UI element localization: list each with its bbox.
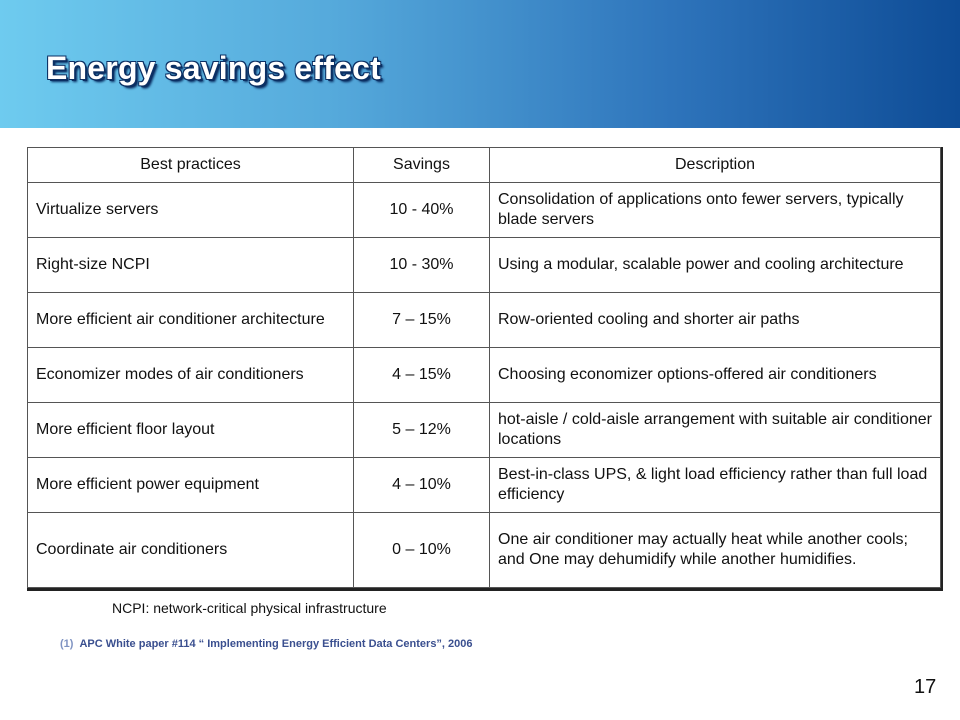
savings-cell: 7 – 15% [353,292,490,348]
description-cell: Consolidation of applications onto fewer… [489,182,941,238]
table-row: More efficient air conditioner architect… [27,292,941,348]
column-header-description: Description [489,147,941,183]
table-container: Best practices Savings Description Virtu… [27,147,943,591]
table-row: Coordinate air conditioners 0 – 10% One … [27,512,941,588]
page-title: Energy savings effect [46,50,381,86]
description-cell: Using a modular, scalable power and cool… [489,237,941,293]
practice-cell: More efficient floor layout [27,402,354,458]
table-row: Right-size NCPI 10 - 30% Using a modular… [27,237,941,293]
header-banner [0,0,960,128]
practice-cell: Coordinate air conditioners [27,512,354,588]
practice-cell: Virtualize servers [27,182,354,238]
description-cell: hot-aisle / cold-aisle arrangement with … [489,402,941,458]
table-row: Economizer modes of air conditioners 4 –… [27,347,941,403]
description-cell: Row-oriented cooling and shorter air pat… [489,292,941,348]
page-number: 17 [914,676,937,698]
table-header-row: Best practices Savings Description [27,147,941,183]
savings-cell: 0 – 10% [353,512,490,588]
column-header-savings: Savings [353,147,490,183]
citation: (1) APC White paper #114 “ Implementing E… [60,638,473,650]
ncpi-footnote: NCPI: network-critical physical infrastr… [112,600,387,616]
savings-cell: 10 - 40% [353,182,490,238]
table-row: Virtualize servers 10 - 40% Consolidatio… [27,182,941,238]
table-row: More efficient floor layout 5 – 12% hot-… [27,402,941,458]
savings-cell: 4 – 10% [353,457,490,513]
practice-cell: More efficient air conditioner architect… [27,292,354,348]
practice-cell: Economizer modes of air conditioners [27,347,354,403]
best-practices-table: Best practices Savings Description Virtu… [27,147,941,588]
practice-cell: Right-size NCPI [27,237,354,293]
citation-number: (1) [60,638,74,650]
description-cell: One air conditioner may actually heat wh… [489,512,941,588]
practice-cell: More efficient power equipment [27,457,354,513]
description-cell: Choosing economizer options-offered air … [489,347,941,403]
description-cell: Best-in-class UPS, & light load efficien… [489,457,941,513]
savings-cell: 5 – 12% [353,402,490,458]
table-row: More efficient power equipment 4 – 10% B… [27,457,941,513]
savings-cell: 4 – 15% [353,347,490,403]
savings-cell: 10 - 30% [353,237,490,293]
column-header-best-practices: Best practices [27,147,354,183]
citation-text: APC White paper #114 “ Implementing Ener… [79,638,473,650]
